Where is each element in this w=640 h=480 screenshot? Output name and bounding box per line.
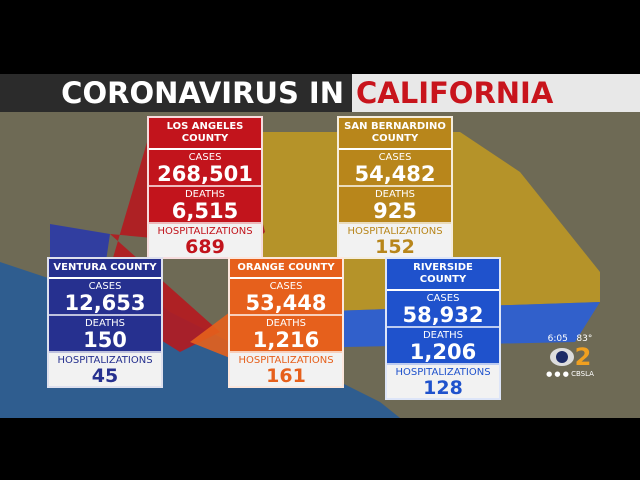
deaths-label: DEATHS	[265, 318, 307, 329]
temperature: 83°	[576, 334, 593, 344]
county-card-riverside: RIVERSIDE COUNTY CASES 58,932 DEATHS 1,2…	[385, 257, 501, 400]
county-name: VENTURA COUNTY	[49, 259, 161, 279]
deaths-label: DEATHS	[184, 189, 226, 200]
social-icons: ● ● ●	[546, 370, 572, 378]
title-right: CALIFORNIA	[356, 76, 554, 110]
title-left: CORONAVIRUS IN	[0, 74, 352, 112]
hosp-label: HOSPITALIZATIONS	[387, 365, 499, 378]
hosp-value: 45	[49, 366, 161, 386]
station-bug: 6:05 83° 2 ● ● ● CBSLA	[530, 334, 610, 378]
county-card-ventura: VENTURA COUNTY CASES 12,653 DEATHS 150 H…	[47, 257, 163, 388]
channel-number: 2	[574, 343, 592, 371]
hosp-value: 161	[230, 366, 342, 386]
cases-value: 12,653	[49, 292, 161, 316]
deaths-label: DEATHS	[422, 330, 464, 341]
county-name: LOS ANGELES COUNTY	[149, 118, 261, 150]
hosp-label: HOSPITALIZATIONS	[149, 224, 261, 237]
deaths-value: 150	[49, 329, 161, 353]
hosp-value: 128	[387, 378, 499, 398]
deaths-value: 925	[339, 200, 451, 224]
cbs-eye-icon	[549, 348, 574, 366]
cases-label: CASES	[188, 152, 222, 163]
county-card-los-angeles: LOS ANGELES COUNTY CASES 268,501 DEATHS …	[147, 116, 263, 259]
cases-value: 53,448	[230, 292, 342, 316]
hosp-value: 689	[149, 237, 261, 257]
county-name: RIVERSIDE COUNTY	[387, 259, 499, 291]
county-name: ORANGE COUNTY	[230, 259, 342, 279]
hosp-value: 152	[339, 237, 451, 257]
cases-value: 58,932	[387, 304, 499, 328]
cases-value: 54,482	[339, 163, 451, 187]
cases-label: CASES	[378, 152, 412, 163]
cases-label: CASES	[269, 281, 303, 292]
county-card-san-bernardino: SAN BERNARDINO COUNTY CASES 54,482 DEATH…	[337, 116, 453, 259]
station-handle: CBSLA	[571, 370, 594, 378]
cases-value: 268,501	[149, 163, 261, 187]
time: 6:05	[547, 334, 568, 344]
cases-label: CASES	[426, 293, 460, 304]
title-bar: CORONAVIRUS IN CALIFORNIA	[0, 74, 640, 112]
county-name: SAN BERNARDINO COUNTY	[339, 118, 451, 150]
deaths-label: DEATHS	[374, 189, 416, 200]
hosp-label: HOSPITALIZATIONS	[339, 224, 451, 237]
deaths-value: 1,216	[230, 329, 342, 353]
county-card-orange: ORANGE COUNTY CASES 53,448 DEATHS 1,216 …	[228, 257, 344, 388]
hosp-label: HOSPITALIZATIONS	[230, 353, 342, 366]
deaths-value: 1,206	[387, 341, 499, 365]
deaths-value: 6,515	[149, 200, 261, 224]
hosp-label: HOSPITALIZATIONS	[49, 353, 161, 366]
deaths-label: DEATHS	[84, 318, 126, 329]
cases-label: CASES	[88, 281, 122, 292]
